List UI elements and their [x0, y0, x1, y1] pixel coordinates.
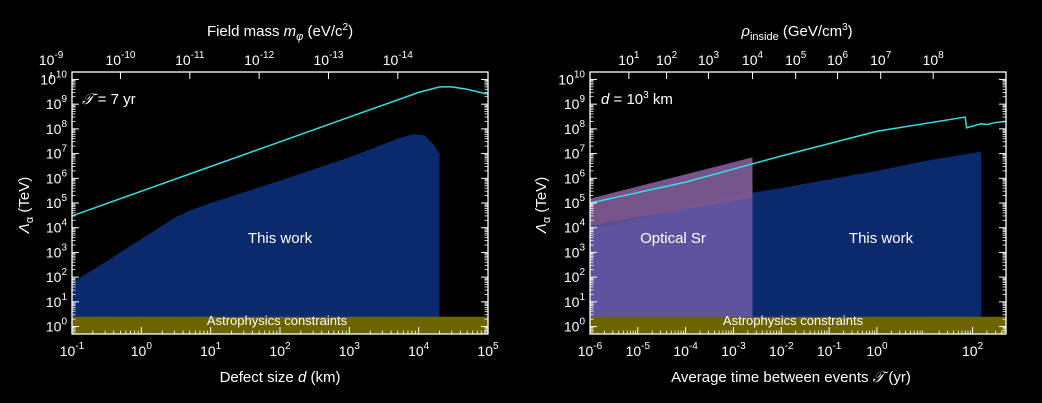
left-this-work-label: This work	[248, 230, 313, 247]
left-y-axis-label: Λα (TeV)	[16, 177, 36, 234]
right-this-work-label: This work	[849, 230, 914, 247]
right-astro-band	[590, 316, 1006, 334]
right-top-axis-label: ρinside (GeV/cm3)	[740, 22, 852, 43]
right-y-axis-label: Λα (TeV)	[533, 177, 553, 234]
left-region-0	[72, 134, 440, 334]
right-x-axis-label: Average time between events 𝒯 (yr)	[671, 369, 911, 386]
right-astro-label: Astrophysics constraints	[723, 313, 864, 328]
left-curve	[71, 86, 489, 217]
left-annotation: 𝒯 = 7 yr	[82, 91, 136, 108]
right-optical-label: Optical Sr	[640, 230, 706, 247]
left-top-axis-label: Field mass mφ (eV/c2)	[207, 22, 353, 43]
right-curve	[589, 116, 1007, 204]
left-x-axis-label: Defect size d (km)	[220, 369, 341, 386]
right-annotation: d = 103 km	[601, 90, 673, 108]
left-astro-band	[72, 316, 488, 334]
right-chart: 10-6 10-5 10-4 10-3 10-2 10-1 100 1021001011021…	[533, 22, 1007, 386]
left-astro-label: Astrophysics constraints	[207, 313, 348, 328]
